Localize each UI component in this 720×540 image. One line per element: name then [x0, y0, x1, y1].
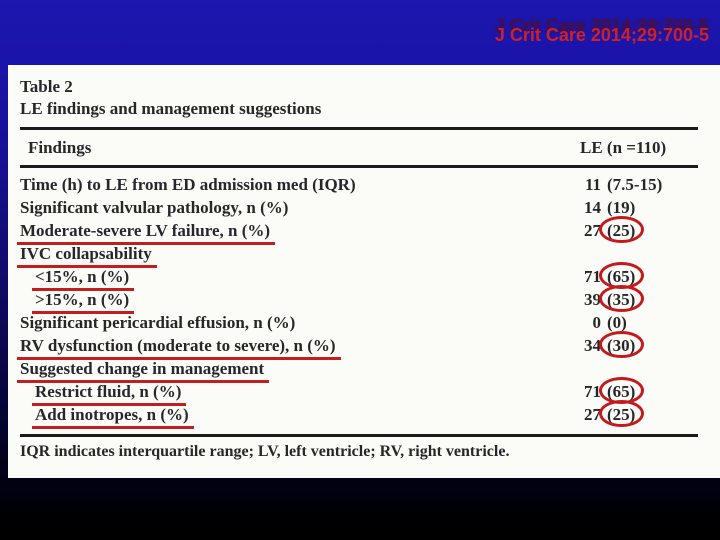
- value-percent-circled: (35): [599, 285, 645, 312]
- row-label: Time (h) to LE from ED admission med (IQ…: [20, 175, 356, 194]
- table-subtitle: LE findings and management suggestions: [20, 99, 322, 118]
- value-percent: (19): [607, 198, 636, 217]
- table-footnote: IQR indicates interquartile range; LV, l…: [20, 443, 510, 460]
- table-row: Restrict fluid, n (%) 71 (65): [20, 377, 698, 406]
- red-circle-annotation: [599, 377, 645, 404]
- row-value: 71 (65): [580, 262, 645, 289]
- row-value: 27 (25): [580, 216, 645, 243]
- table-row: Significant pericardial effusion, n (%) 0…: [20, 311, 698, 334]
- value-count: 39: [584, 290, 601, 309]
- value-percent: (0): [607, 313, 627, 332]
- row-value: 71 (65): [580, 377, 645, 404]
- red-circle-annotation: [599, 285, 645, 312]
- table-content: Table 2 LE findings and management sugge…: [17, 65, 698, 461]
- value-count: 71: [584, 382, 601, 401]
- row-value: 34 (30): [580, 331, 645, 358]
- row-value: 27 (25): [580, 400, 645, 427]
- table-row: Significant valvular pathology, n (%) 14 (…: [20, 196, 698, 219]
- rule-bottom: [20, 434, 698, 437]
- rule-below-header: [20, 165, 698, 168]
- journal-citation: J Crit Care 2014;29:700-5: [494, 25, 709, 45]
- table-row: >15%, n (%) 39 (35): [20, 285, 698, 314]
- value-percent-circled: (65): [599, 377, 645, 404]
- value-percent-circled: (25): [599, 400, 645, 427]
- table-body: Time (h) to LE from ED admission med (IQ…: [17, 168, 698, 429]
- table-row: Add inotropes, n (%) 27 (25): [20, 400, 698, 429]
- row-label-red-underlined: Restrict fluid, n (%): [32, 380, 187, 406]
- rule-above-header: [20, 127, 698, 130]
- row-label-red-underlined: >15%, n (%): [32, 288, 135, 314]
- value-count: 0: [592, 313, 602, 332]
- table-row: Suggested change in management: [17, 357, 698, 383]
- row-label-red-underlined: <15%, n (%): [32, 265, 135, 291]
- row-value: 14 (19): [580, 196, 635, 219]
- red-circle-annotation: [599, 331, 645, 358]
- row-value: 0 (0): [580, 311, 627, 334]
- row-label-red-underlined: Add inotropes, n (%): [32, 403, 194, 429]
- row-label: Significant valvular pathology, n (%): [20, 198, 289, 217]
- value-count: 34: [584, 336, 601, 355]
- value-count: 71: [584, 267, 601, 286]
- value-percent-circled: (65): [599, 262, 645, 289]
- column-header-le-n: LE (n =110): [580, 138, 667, 157]
- value-percent-circled: (25): [599, 216, 645, 243]
- value-percent: (7.5-15): [607, 175, 663, 194]
- row-label-red-underlined: Moderate-severe LV failure, n (%): [17, 219, 276, 245]
- row-value: 39 (35): [580, 285, 645, 312]
- table-panel: Table 2 LE findings and management sugge…: [8, 65, 720, 478]
- column-header-findings: Findings: [28, 138, 92, 157]
- table-header-row: Findings LE (n =110): [20, 130, 698, 165]
- table-row: Time (h) to LE from ED admission med (IQ…: [20, 173, 698, 196]
- value-count: 14: [584, 198, 601, 217]
- value-percent-circled: (30): [599, 331, 645, 358]
- table-title: Table 2: [20, 77, 73, 96]
- value-count: 27: [584, 405, 601, 424]
- table-row: RV dysfunction (moderate to severe), n (…: [17, 331, 698, 360]
- row-label: Significant pericardial effusion, n (%): [20, 313, 296, 332]
- red-circle-annotation: [599, 262, 645, 289]
- row-label-red-underlined: Suggested change in management: [17, 357, 270, 383]
- row-label-red-underlined: IVC collapsability: [17, 242, 157, 268]
- red-circle-annotation: [599, 216, 645, 243]
- red-circle-annotation: [599, 400, 645, 427]
- table-row: IVC collapsability: [17, 242, 698, 268]
- value-count: 27: [584, 221, 601, 240]
- table-row: Moderate-severe LV failure, n (%) 27 (25): [17, 216, 698, 245]
- table-row: <15%, n (%) 71 (65): [20, 262, 698, 291]
- row-value: 11 (7.5-15): [580, 173, 662, 196]
- value-count: 11: [584, 175, 601, 194]
- row-label-red-underlined: RV dysfunction (moderate to severe), n (…: [17, 334, 341, 360]
